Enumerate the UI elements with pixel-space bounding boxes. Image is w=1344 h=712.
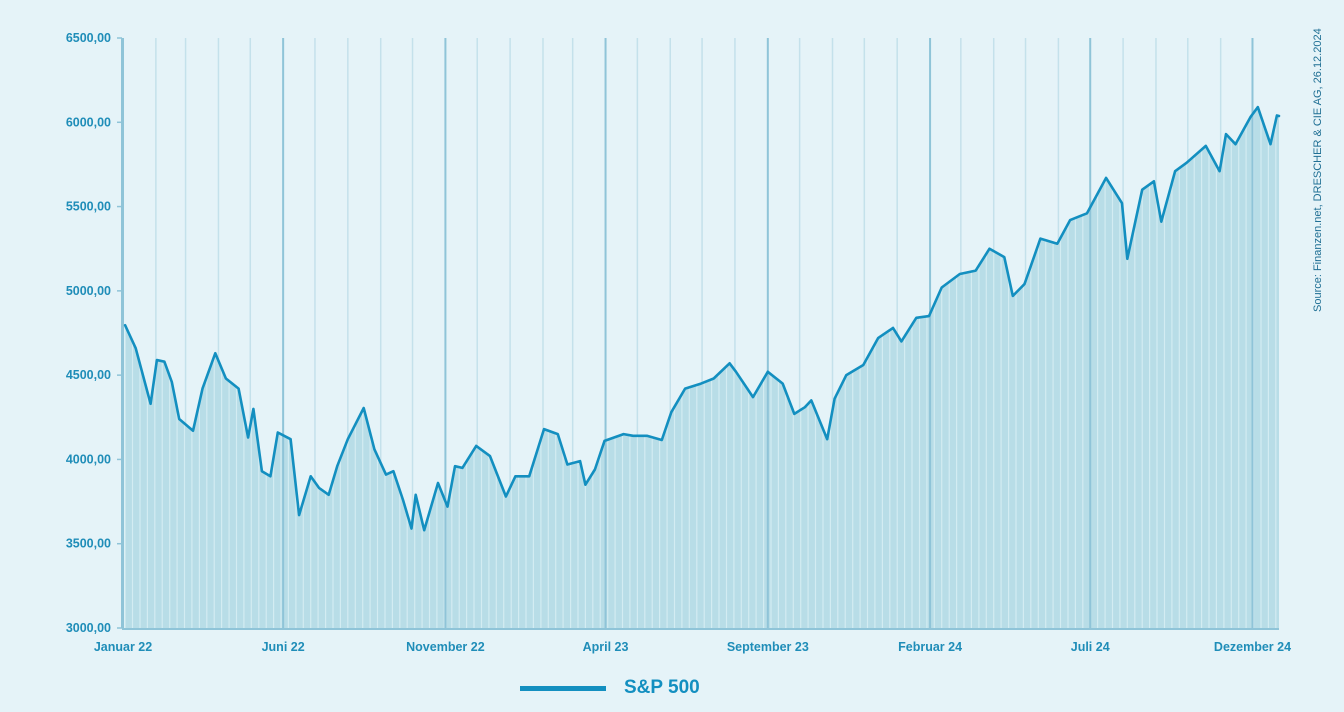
y-tick-label: 3000,00 xyxy=(66,621,111,635)
legend-swatch xyxy=(520,685,606,691)
legend-label: S&P 500 xyxy=(624,677,700,698)
x-tick-label: Februar 24 xyxy=(898,640,962,654)
x-tick-label: April 23 xyxy=(583,640,629,654)
major-gridlines xyxy=(121,38,1279,630)
y-tick-label: 3500,00 xyxy=(66,537,111,551)
x-tick-label: September 23 xyxy=(727,640,809,654)
y-tick-label: 5000,00 xyxy=(66,284,111,298)
source-note: Source: Finanzen.net, DRESCHER & CIE AG,… xyxy=(1312,28,1324,312)
series-line-sp500 xyxy=(123,105,1281,532)
y-tick-label: 6500,00 xyxy=(66,31,111,45)
y-tick-label: 5500,00 xyxy=(66,200,111,214)
x-tick-label: November 22 xyxy=(406,640,485,654)
y-axis: 3000,00 3500,00 4000,00 4500,00 5000,00 5500,… xyxy=(66,31,122,635)
area-fill xyxy=(124,107,1280,629)
x-axis: Januar 22 Juni 22 November 22 April 23 Septe… xyxy=(94,640,1291,654)
area-fill-path xyxy=(125,107,1280,629)
x-tick-label: Juni 22 xyxy=(262,640,305,654)
y-tick-label: 4000,00 xyxy=(66,452,111,466)
legend: S&P 500 xyxy=(520,676,700,700)
series-line-layer xyxy=(123,105,1281,532)
area-stripes xyxy=(124,112,1277,628)
x-tick-label: Januar 22 xyxy=(94,640,152,654)
y-tick-label: 6000,00 xyxy=(66,115,111,129)
x-tick-label: Dezember 24 xyxy=(1214,640,1291,654)
x-tick-label: Juli 24 xyxy=(1071,640,1110,654)
y-tick-label: 4500,00 xyxy=(66,368,111,382)
